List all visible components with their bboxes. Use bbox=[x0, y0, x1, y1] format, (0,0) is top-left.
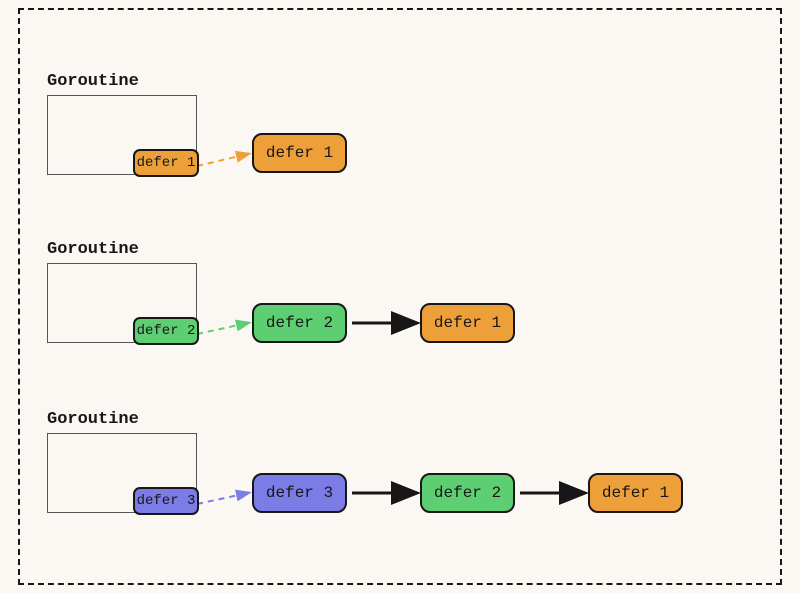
defer-small: defer 1 bbox=[133, 149, 199, 177]
defer-chain-item: defer 2 bbox=[252, 303, 347, 343]
goroutine-box: defer 1 bbox=[47, 95, 197, 175]
defer-chain-item: defer 1 bbox=[252, 133, 347, 173]
defer-chain-item: defer 2 bbox=[420, 473, 515, 513]
goroutine-label: Goroutine bbox=[47, 240, 197, 259]
defer-small: defer 2 bbox=[133, 317, 199, 345]
defer-chain-item: defer 1 bbox=[588, 473, 683, 513]
defer-chain-item: defer 1 bbox=[420, 303, 515, 343]
goroutine-box: defer 2 bbox=[47, 263, 197, 343]
goroutine-box: defer 3 bbox=[47, 433, 197, 513]
goroutine-label: Goroutine bbox=[47, 410, 197, 429]
row-1: Goroutine defer 1 bbox=[47, 72, 197, 175]
defer-small: defer 3 bbox=[133, 487, 199, 515]
row-2: Goroutine defer 2 bbox=[47, 240, 197, 343]
goroutine-label: Goroutine bbox=[47, 72, 197, 91]
defer-chain-item: defer 3 bbox=[252, 473, 347, 513]
row-3: Goroutine defer 3 bbox=[47, 410, 197, 513]
diagram-container: Goroutine defer 1 defer 1 Goroutine defe… bbox=[18, 8, 782, 585]
